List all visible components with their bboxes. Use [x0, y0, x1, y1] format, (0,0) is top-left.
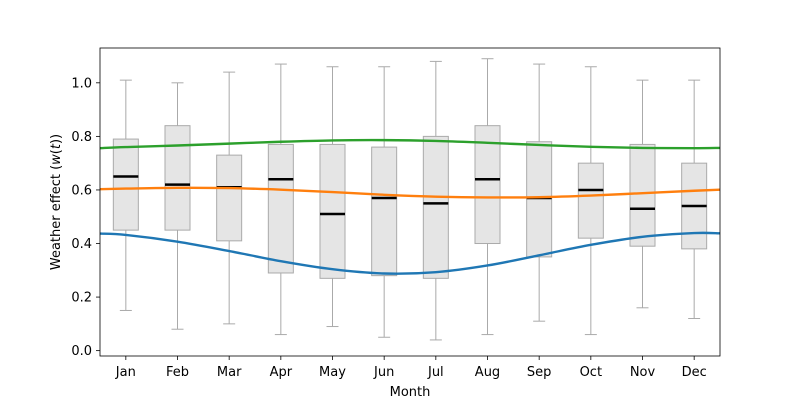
- iqr-box: [577, 162, 604, 239]
- box-aug: [474, 58, 501, 336]
- x-tick-label: Sep: [527, 365, 552, 380]
- box-nov: [629, 79, 656, 309]
- iqr-box: [112, 138, 139, 231]
- x-tick-label: Mar: [217, 365, 242, 380]
- box-sep: [526, 63, 553, 322]
- iqr-box: [422, 135, 449, 279]
- x-tick-label: Dec: [682, 365, 707, 380]
- iqr-box: [216, 154, 243, 242]
- x-tick-label: Aug: [475, 365, 500, 380]
- x-tick-label: Oct: [580, 365, 602, 380]
- box-oct: [577, 66, 604, 336]
- lines-layer: [99, 138, 721, 275]
- series-line-2: [99, 186, 721, 199]
- plot-area-frame: [99, 47, 721, 357]
- x-tick-label: Feb: [166, 365, 189, 380]
- iqr-box: [371, 146, 398, 277]
- box-may: [319, 66, 346, 328]
- series-line-1: [99, 138, 721, 150]
- box-apr: [267, 63, 294, 336]
- y-tick-label: 0.8: [71, 130, 92, 145]
- box-jun: [371, 66, 398, 338]
- x-tick-label: Jul: [427, 365, 444, 380]
- iqr-box: [267, 143, 294, 274]
- iqr-box: [526, 141, 553, 258]
- y-tick-label: 0.4: [71, 237, 92, 252]
- x-tick-label: Nov: [630, 365, 656, 380]
- box-jul: [422, 60, 449, 341]
- box-jan: [112, 79, 139, 311]
- x-axis: Jan Feb Mar Apr May Jun Jul Aug Sep Oct Nov Dec: [115, 356, 707, 380]
- box-mar: [216, 71, 243, 325]
- box-feb: [164, 82, 191, 330]
- y-tick-label: 0.2: [71, 291, 92, 306]
- box-dec: [681, 79, 708, 320]
- y-tick-label: 0.6: [71, 183, 92, 198]
- y-tick-label: 1.0: [71, 76, 92, 91]
- iqr-box: [319, 143, 346, 279]
- y-axis-label: Weather effect (w(t)): [49, 134, 64, 270]
- series-line-3: [99, 231, 721, 275]
- x-axis-label: Month: [390, 385, 431, 400]
- x-tick-label: Jun: [373, 365, 394, 380]
- iqr-box: [474, 125, 501, 245]
- x-tick-label: May: [319, 365, 346, 380]
- boxes-layer: [112, 58, 708, 341]
- x-tick-label: Apr: [270, 365, 293, 380]
- iqr-box: [164, 125, 191, 231]
- iqr-box: [629, 143, 656, 247]
- y-axis: 0.0 0.2 0.4 0.6 0.8 1.0: [71, 76, 100, 359]
- y-tick-label: 0.0: [71, 344, 92, 359]
- x-tick-label: Jan: [115, 365, 136, 380]
